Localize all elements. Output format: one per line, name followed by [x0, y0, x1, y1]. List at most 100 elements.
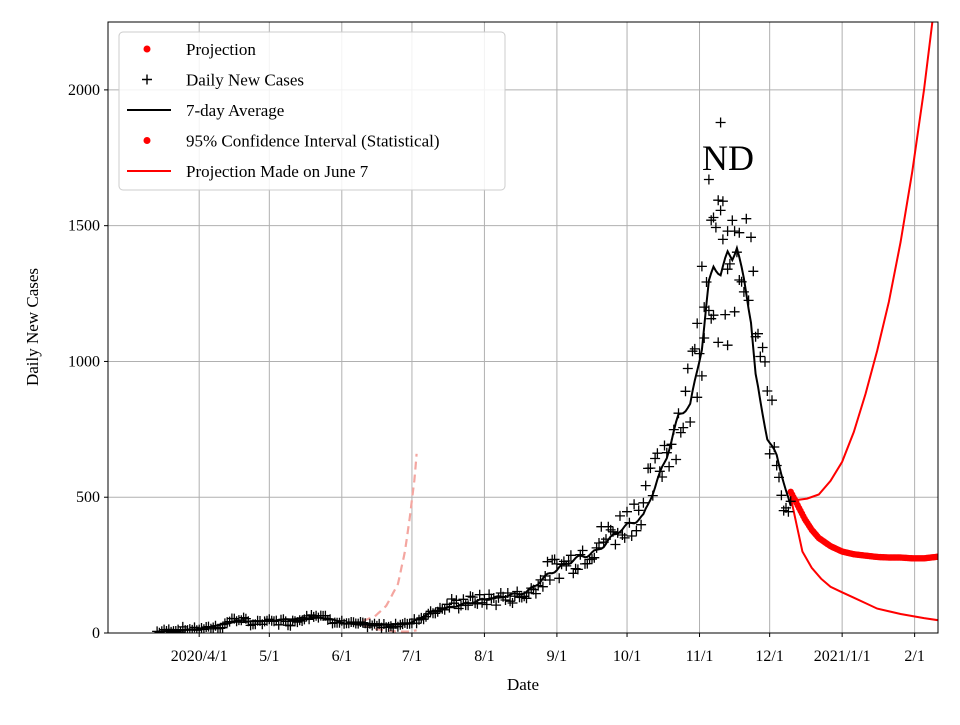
daily-case-point [696, 261, 707, 272]
daily-case-point [175, 626, 186, 633]
daily-case-point [561, 560, 572, 571]
daily-case-point [689, 343, 700, 354]
x-tick-label: 12/1 [755, 648, 783, 665]
ci-lower-line [789, 496, 938, 622]
daily-case-point [589, 552, 600, 563]
daily-case-point [659, 440, 670, 451]
y-tick-label: 1000 [68, 353, 100, 370]
daily-case-point [285, 620, 296, 631]
daily-case-point [587, 554, 597, 565]
legend-label: Daily New Cases [186, 71, 304, 90]
daily-case-point [465, 591, 476, 602]
daily-case-point [542, 556, 553, 567]
daily-case-point [636, 519, 647, 530]
daily-case-point [645, 463, 656, 474]
daily-case-point [671, 454, 682, 465]
x-tick-label: 9/1 [547, 648, 567, 665]
daily-case-point [615, 510, 625, 521]
ci-upper-line [789, 22, 934, 501]
daily-case-point [708, 310, 719, 321]
daily-case-point [753, 328, 763, 339]
daily-case-point [680, 386, 691, 397]
legend: Projection Daily New Cases 7-day Average 95… [118, 31, 506, 191]
daily-case-point [675, 427, 686, 438]
daily-case-point [622, 506, 632, 517]
daily-case-point [734, 275, 745, 285]
x-tick-label: 10/1 [613, 648, 641, 665]
daily-case-point [446, 594, 457, 604]
daily-case-point [610, 539, 621, 550]
plot-area [152, 22, 938, 633]
daily-case-point [757, 342, 768, 353]
daily-case-point [748, 266, 759, 277]
axis-ticks: 0 500 1000 1500 2000 2020/4/1 5/1 6/1 7/1 8/1 9/1 1… [68, 82, 925, 665]
daily-case-point [638, 497, 649, 508]
daily-case-point [678, 422, 689, 433]
legend-box [118, 31, 506, 191]
daily-case-point [682, 363, 693, 374]
daily-case-point [727, 215, 738, 226]
daily-case-point [236, 615, 247, 626]
daily-case-point [710, 222, 721, 233]
daily-case-point [570, 563, 581, 574]
daily-case-point [474, 589, 485, 600]
legend-marker-dot [143, 45, 151, 53]
x-tick-label: 2020/4/1 [171, 648, 228, 665]
june7-projection-lower-line [362, 623, 417, 633]
daily-case-point [729, 226, 740, 237]
daily-case-point [692, 318, 703, 329]
daily-case-point [463, 600, 474, 611]
daily-case-point [619, 532, 630, 543]
series-layer [152, 22, 938, 633]
daily-case-point [767, 395, 777, 406]
x-tick-label: 7/1 [402, 648, 422, 665]
daily-case-point [530, 588, 541, 599]
daily-case-point [591, 542, 602, 553]
daily-case-point [664, 461, 675, 472]
x-tick-label: 2021/1/1 [814, 648, 871, 665]
daily-case-point [640, 480, 651, 491]
daily-case-point [715, 117, 726, 128]
daily-case-point [720, 309, 731, 320]
daily-case-point [544, 575, 555, 585]
daily-case-point [294, 615, 305, 626]
y-tick-label: 1500 [68, 218, 100, 235]
daily-case-point [776, 490, 787, 501]
y-tick-label: 2000 [68, 82, 100, 99]
daily-case-point [717, 234, 728, 245]
daily-case-point [764, 448, 775, 459]
daily-case-point [734, 227, 745, 238]
x-tick-label: 11/1 [686, 648, 714, 665]
x-tick-label: 2/1 [904, 648, 924, 665]
daily-case-point [554, 573, 565, 584]
daily-case-point [722, 340, 733, 351]
daily-case-point [699, 302, 710, 313]
daily-case-point [717, 196, 728, 207]
y-tick-label: 0 [92, 625, 100, 642]
daily-case-point [741, 213, 752, 224]
daily-case-point [708, 212, 719, 223]
daily-case-point [512, 586, 523, 597]
daily-case-point [760, 356, 770, 367]
daily-case-point [629, 499, 640, 510]
plot-frame [107, 21, 939, 634]
seven-day-average-line [157, 244, 792, 633]
legend-marker-dot [143, 137, 151, 144]
daily-case-point [273, 619, 284, 630]
daily-case-point [166, 626, 177, 633]
daily-case-point [722, 264, 733, 275]
legend-label: Projection [186, 40, 256, 59]
daily-case-point [715, 205, 726, 216]
y-tick-label: 500 [76, 489, 100, 506]
daily-case-point [696, 370, 707, 381]
legend-marker-plus [142, 74, 152, 85]
daily-case-point [652, 448, 663, 459]
daily-case-point [626, 531, 637, 541]
legend-label: Projection Made on June 7 [186, 162, 369, 181]
y-axis-label: Daily New Cases [23, 268, 42, 386]
daily-case-point [507, 598, 518, 608]
daily-case-point [692, 392, 703, 403]
x-tick-label: 8/1 [474, 648, 494, 665]
daily-case-point [577, 545, 588, 556]
